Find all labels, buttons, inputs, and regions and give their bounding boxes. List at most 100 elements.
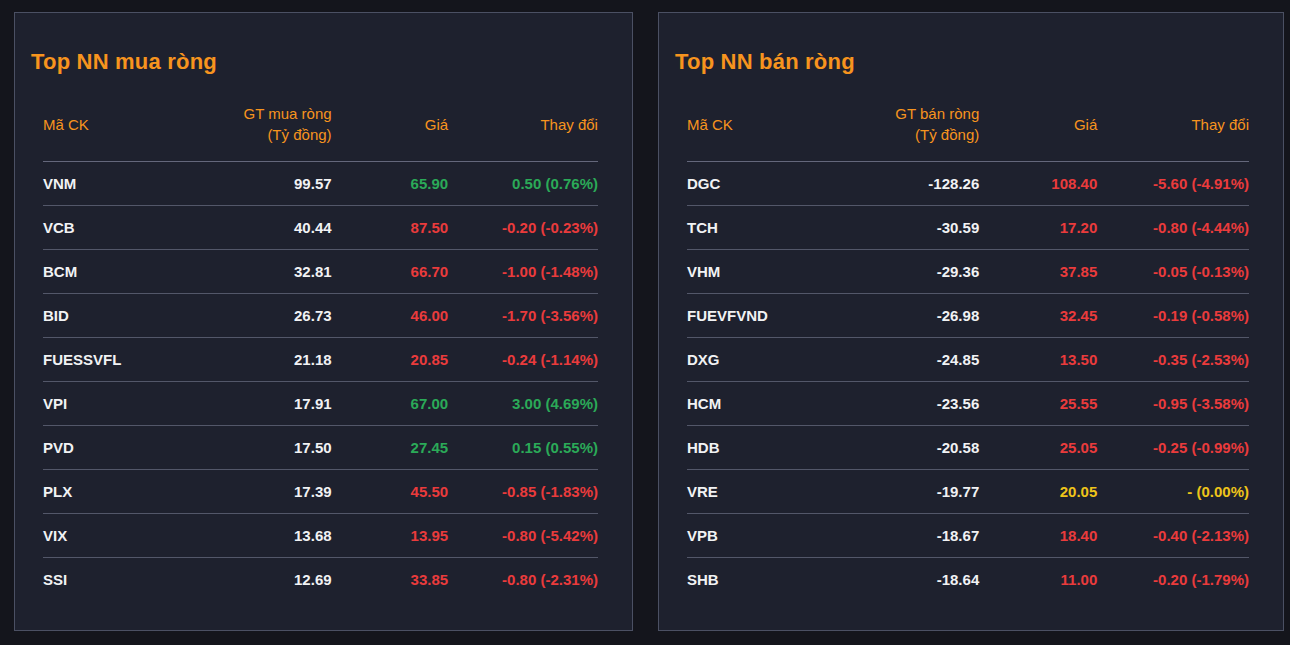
net-value: -30.59	[844, 219, 979, 236]
net-value: 17.39	[198, 483, 331, 500]
net-value: 32.81	[198, 263, 331, 280]
price-change: -0.85 (-1.83%)	[448, 483, 598, 500]
price: 17.20	[979, 219, 1097, 236]
net-value: 21.18	[198, 351, 331, 368]
price: 45.50	[332, 483, 449, 500]
net-value: 17.50	[198, 439, 331, 456]
net-value: -29.36	[844, 263, 979, 280]
price-change: -0.20 (-1.79%)	[1097, 571, 1249, 588]
table-row[interactable]: BCM32.8166.70-1.00 (-1.48%)	[43, 249, 598, 293]
table-row[interactable]: VRE-19.7720.05- (0.00%)	[687, 469, 1249, 513]
ticker-symbol: VCB	[43, 219, 198, 236]
net-value: -23.56	[844, 395, 979, 412]
price: 33.85	[332, 571, 449, 588]
table-row[interactable]: VCB40.4487.50-0.20 (-0.23%)	[43, 205, 598, 249]
price-change: -0.95 (-3.58%)	[1097, 395, 1249, 412]
table-row[interactable]: BID26.7346.00-1.70 (-3.56%)	[43, 293, 598, 337]
ticker-symbol: PVD	[43, 439, 198, 456]
price: 20.85	[332, 351, 449, 368]
price-change: -0.05 (-0.13%)	[1097, 263, 1249, 280]
price: 108.40	[979, 175, 1097, 192]
panel-title: Top NN bán ròng	[675, 49, 1283, 75]
ticker-symbol: BID	[43, 307, 198, 324]
price-change: -0.19 (-0.58%)	[1097, 307, 1249, 324]
price: 18.40	[979, 527, 1097, 544]
table-row[interactable]: DXG-24.8513.50-0.35 (-2.53%)	[687, 337, 1249, 381]
table-row[interactable]: TCH-30.5917.20-0.80 (-4.44%)	[687, 205, 1249, 249]
table-row[interactable]: VPB-18.6718.40-0.40 (-2.13%)	[687, 513, 1249, 557]
column-header-net-value: GT mua ròng (Tỷ đồng)	[198, 103, 331, 145]
table-row[interactable]: SSI12.6933.85-0.80 (-2.31%)	[43, 557, 598, 601]
ticker-symbol: DXG	[687, 351, 844, 368]
column-header-symbol: Mã CK	[43, 114, 198, 135]
price: 66.70	[332, 263, 449, 280]
ticker-symbol: VPI	[43, 395, 198, 412]
net-value: 40.44	[198, 219, 331, 236]
price-change: -0.80 (-4.44%)	[1097, 219, 1249, 236]
net-sell-table: Mã CK GT bán ròng (Tỷ đồng) Giá Thay đổi…	[687, 97, 1249, 601]
table-row[interactable]: VHM-29.3637.85-0.05 (-0.13%)	[687, 249, 1249, 293]
table-header-row: Mã CK GT mua ròng (Tỷ đồng) Giá Thay đổi	[43, 97, 598, 162]
price-change: -0.40 (-2.13%)	[1097, 527, 1249, 544]
ticker-symbol: HDB	[687, 439, 844, 456]
price-change: -0.80 (-5.42%)	[448, 527, 598, 544]
net-value: 99.57	[198, 175, 331, 192]
ticker-symbol: PLX	[43, 483, 198, 500]
price-change: -5.60 (-4.91%)	[1097, 175, 1249, 192]
ticker-symbol: TCH	[687, 219, 844, 236]
price-change: 3.00 (4.69%)	[448, 395, 598, 412]
table-row[interactable]: FUESSVFL21.1820.85-0.24 (-1.14%)	[43, 337, 598, 381]
ticker-symbol: VHM	[687, 263, 844, 280]
price-change: -1.00 (-1.48%)	[448, 263, 598, 280]
price-change: -0.25 (-0.99%)	[1097, 439, 1249, 456]
price: 25.05	[979, 439, 1097, 456]
price: 46.00	[332, 307, 449, 324]
column-header-price: Giá	[332, 114, 449, 135]
net-sell-panel: Top NN bán ròng Mã CK GT bán ròng (Tỷ đồ…	[658, 12, 1284, 631]
price: 20.05	[979, 483, 1097, 500]
table-row[interactable]: PLX17.3945.50-0.85 (-1.83%)	[43, 469, 598, 513]
price: 65.90	[332, 175, 449, 192]
price: 11.00	[979, 571, 1097, 588]
table-row[interactable]: VPI17.9167.003.00 (4.69%)	[43, 381, 598, 425]
net-buy-table: Mã CK GT mua ròng (Tỷ đồng) Giá Thay đổi…	[43, 97, 598, 601]
table-row[interactable]: FUEVFVND-26.9832.45-0.19 (-0.58%)	[687, 293, 1249, 337]
price-change: -0.35 (-2.53%)	[1097, 351, 1249, 368]
table-row[interactable]: PVD17.5027.450.15 (0.55%)	[43, 425, 598, 469]
ticker-symbol: SSI	[43, 571, 198, 588]
ticker-symbol: FUESSVFL	[43, 351, 198, 368]
ticker-symbol: VNM	[43, 175, 198, 192]
table-row[interactable]: VNM99.5765.900.50 (0.76%)	[43, 162, 598, 205]
price-change: -0.80 (-2.31%)	[448, 571, 598, 588]
price: 67.00	[332, 395, 449, 412]
ticker-symbol: BCM	[43, 263, 198, 280]
table-row[interactable]: DGC-128.26108.40-5.60 (-4.91%)	[687, 162, 1249, 205]
price-change: -1.70 (-3.56%)	[448, 307, 598, 324]
price: 25.55	[979, 395, 1097, 412]
net-value: -128.26	[844, 175, 979, 192]
column-header-change: Thay đổi	[1097, 114, 1249, 135]
price: 27.45	[332, 439, 449, 456]
table-body: VNM99.5765.900.50 (0.76%)VCB40.4487.50-0…	[43, 162, 598, 601]
net-value: -18.64	[844, 571, 979, 588]
table-row[interactable]: SHB-18.6411.00-0.20 (-1.79%)	[687, 557, 1249, 601]
net-value: -18.67	[844, 527, 979, 544]
price: 32.45	[979, 307, 1097, 324]
price: 13.95	[332, 527, 449, 544]
net-value: 13.68	[198, 527, 331, 544]
price-change: -0.24 (-1.14%)	[448, 351, 598, 368]
net-value: -19.77	[844, 483, 979, 500]
table-header-row: Mã CK GT bán ròng (Tỷ đồng) Giá Thay đổi	[687, 97, 1249, 162]
table-row[interactable]: HDB-20.5825.05-0.25 (-0.99%)	[687, 425, 1249, 469]
table-row[interactable]: VIX13.6813.95-0.80 (-5.42%)	[43, 513, 598, 557]
net-value: 17.91	[198, 395, 331, 412]
net-value: 12.69	[198, 571, 331, 588]
price: 87.50	[332, 219, 449, 236]
net-value: 26.73	[198, 307, 331, 324]
table-row[interactable]: HCM-23.5625.55-0.95 (-3.58%)	[687, 381, 1249, 425]
price: 37.85	[979, 263, 1097, 280]
table-body: DGC-128.26108.40-5.60 (-4.91%)TCH-30.591…	[687, 162, 1249, 601]
ticker-symbol: HCM	[687, 395, 844, 412]
price-change: 0.50 (0.76%)	[448, 175, 598, 192]
column-header-net-value: GT bán ròng (Tỷ đồng)	[844, 103, 979, 145]
